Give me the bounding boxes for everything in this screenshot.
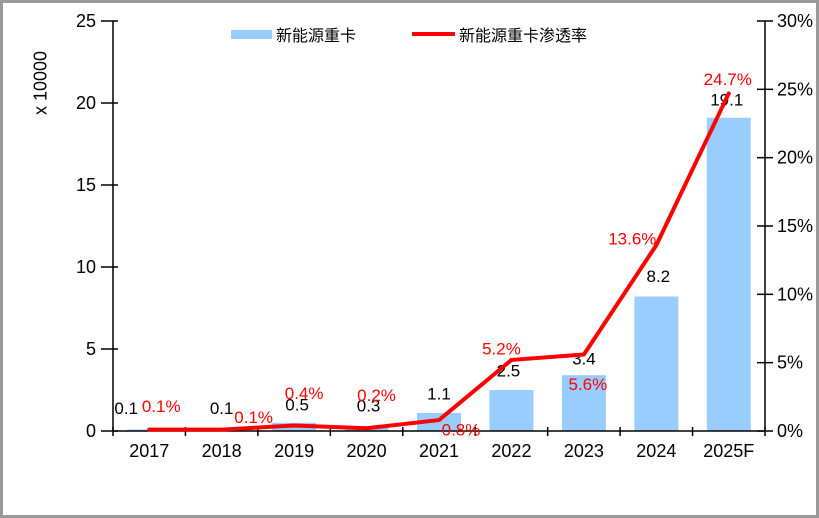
left-axis-tick-label: 25 <box>76 11 96 31</box>
x-axis-label-2019: 2019 <box>274 441 314 461</box>
line-value-label: 0.8% <box>442 421 481 440</box>
bar-2025F <box>706 117 751 431</box>
line-value-label: 24.7% <box>704 70 752 89</box>
bar-2023 <box>561 375 606 431</box>
line-series-legend-label: 新能源重卡渗透率 <box>459 28 588 45</box>
right-axis-tick-label: 0% <box>777 421 803 441</box>
bar-value-label: 0.3 <box>357 397 381 416</box>
bar-series-legend-label: 新能源重卡 <box>276 28 357 45</box>
x-axis-label-2024: 2024 <box>636 441 676 461</box>
x-axis-label-2021: 2021 <box>419 441 459 461</box>
bar-2024 <box>634 296 679 431</box>
left-axis-tick-label: 15 <box>76 175 96 195</box>
bar-value-label: 0.1 <box>210 399 234 418</box>
legend-item-bar-series: 新能源重卡 <box>231 22 356 46</box>
bar-value-label: 1.1 <box>427 384 451 403</box>
left-axis-tick-label: 10 <box>76 257 96 277</box>
line-value-label: 0.1% <box>142 397 181 416</box>
x-axis-label-2023: 2023 <box>564 441 604 461</box>
x-axis-label-2018: 2018 <box>202 441 242 461</box>
legend-item-line-series: 新能源重卡渗透率 <box>412 22 587 46</box>
line-value-label: 0.2% <box>357 386 396 405</box>
x-axis-label-2025F: 2025F <box>703 441 754 461</box>
penetration-rate-line <box>147 91 731 432</box>
line-value-label: 0.1% <box>234 408 273 427</box>
left-axis-tick-label: 5 <box>86 339 96 359</box>
x-axis-label-2017: 2017 <box>129 441 169 461</box>
bar-value-label: 0.1 <box>114 399 138 418</box>
bar-2022 <box>489 390 534 431</box>
line-value-label: 0.4% <box>285 384 324 403</box>
right-axis-tick-label: 15% <box>777 216 813 236</box>
right-axis-tick-label: 20% <box>777 148 813 168</box>
right-axis-tick-label: 5% <box>777 353 803 373</box>
left-axis-tick-label: 20 <box>76 93 96 113</box>
right-axis-tick-label: 25% <box>777 79 813 99</box>
bar-value-label: 8.2 <box>647 267 671 286</box>
chart-canvas: 0 5 10 15 20 25 0% 5% 10% 15% 20% 25% 30% 2017 2018 201… <box>76 11 813 461</box>
line-series-swatch-icon <box>412 32 456 36</box>
left-axis-tick-label: 0 <box>86 421 96 441</box>
right-axis-tick-label: 10% <box>777 284 813 304</box>
right-axis-tick-label: 30% <box>777 11 813 31</box>
line-value-label: 5.2% <box>482 339 521 358</box>
line-value-label: 13.6% <box>608 230 656 249</box>
line-value-label: 5.6% <box>569 375 608 394</box>
bar-value-label: 0.5 <box>285 395 309 414</box>
x-axis-label-2022: 2022 <box>491 441 531 461</box>
bar-series-swatch-icon <box>231 29 272 39</box>
x-axis-label-2020: 2020 <box>347 441 387 461</box>
legend: 新能源重卡 新能源重卡渗透率 <box>231 22 587 46</box>
